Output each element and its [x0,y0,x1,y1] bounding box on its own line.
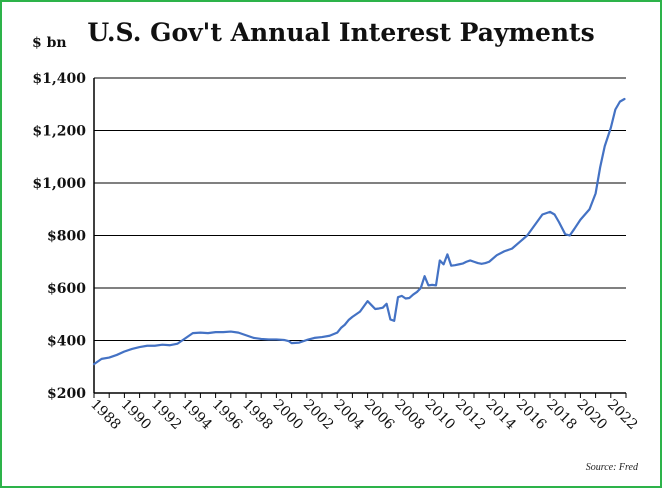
y-tick-label: $1,400 [32,71,86,87]
x-tick-label: 1990 [118,397,155,434]
y-tick-label: $1,000 [32,176,86,192]
x-tick-labels: 1988199019921994199619982000200220042006… [87,397,640,434]
x-tick-label: 2012 [452,397,489,434]
y-axis-unit-label: $ bn [32,35,67,51]
series-line-interest-payments [92,97,626,366]
x-tick-label: 2008 [391,397,428,434]
x-tick-label: 2020 [574,397,611,434]
x-tick-label: 2014 [482,397,519,434]
x-tick-label: 1988 [87,397,124,434]
x-tick-label: 2018 [543,397,580,434]
x-tick-label: 1992 [148,397,185,434]
y-tick-label: $800 [47,229,86,245]
chart-title: U.S. Gov't Annual Interest Payments [87,18,595,47]
x-tick-label: 2010 [422,397,459,434]
y-tick-labels: $200 $400 $600 $800 $1,000 $1,200 $1,400 [32,71,86,402]
x-tick-label: 2002 [300,397,337,434]
x-tick-label: 2000 [270,397,307,434]
axes [93,78,627,398]
x-tick-label: 1994 [178,397,215,434]
x-tick-label: 2016 [513,397,550,434]
x-tick-label: 2022 [604,397,641,434]
source-note: Source: Fred [585,462,638,473]
x-tick-label: 1996 [209,397,246,434]
y-tick-label: $200 [47,386,86,402]
y-tick-label: $1,200 [32,124,86,140]
series-layer [92,97,626,366]
x-tick-label: 2004 [330,397,367,434]
y-tick-label: $600 [47,281,86,297]
y-tick-label: $400 [47,334,86,350]
gridlines [94,77,626,394]
x-tick-label: 1998 [239,397,276,434]
x-tick-label: 2006 [361,397,398,434]
